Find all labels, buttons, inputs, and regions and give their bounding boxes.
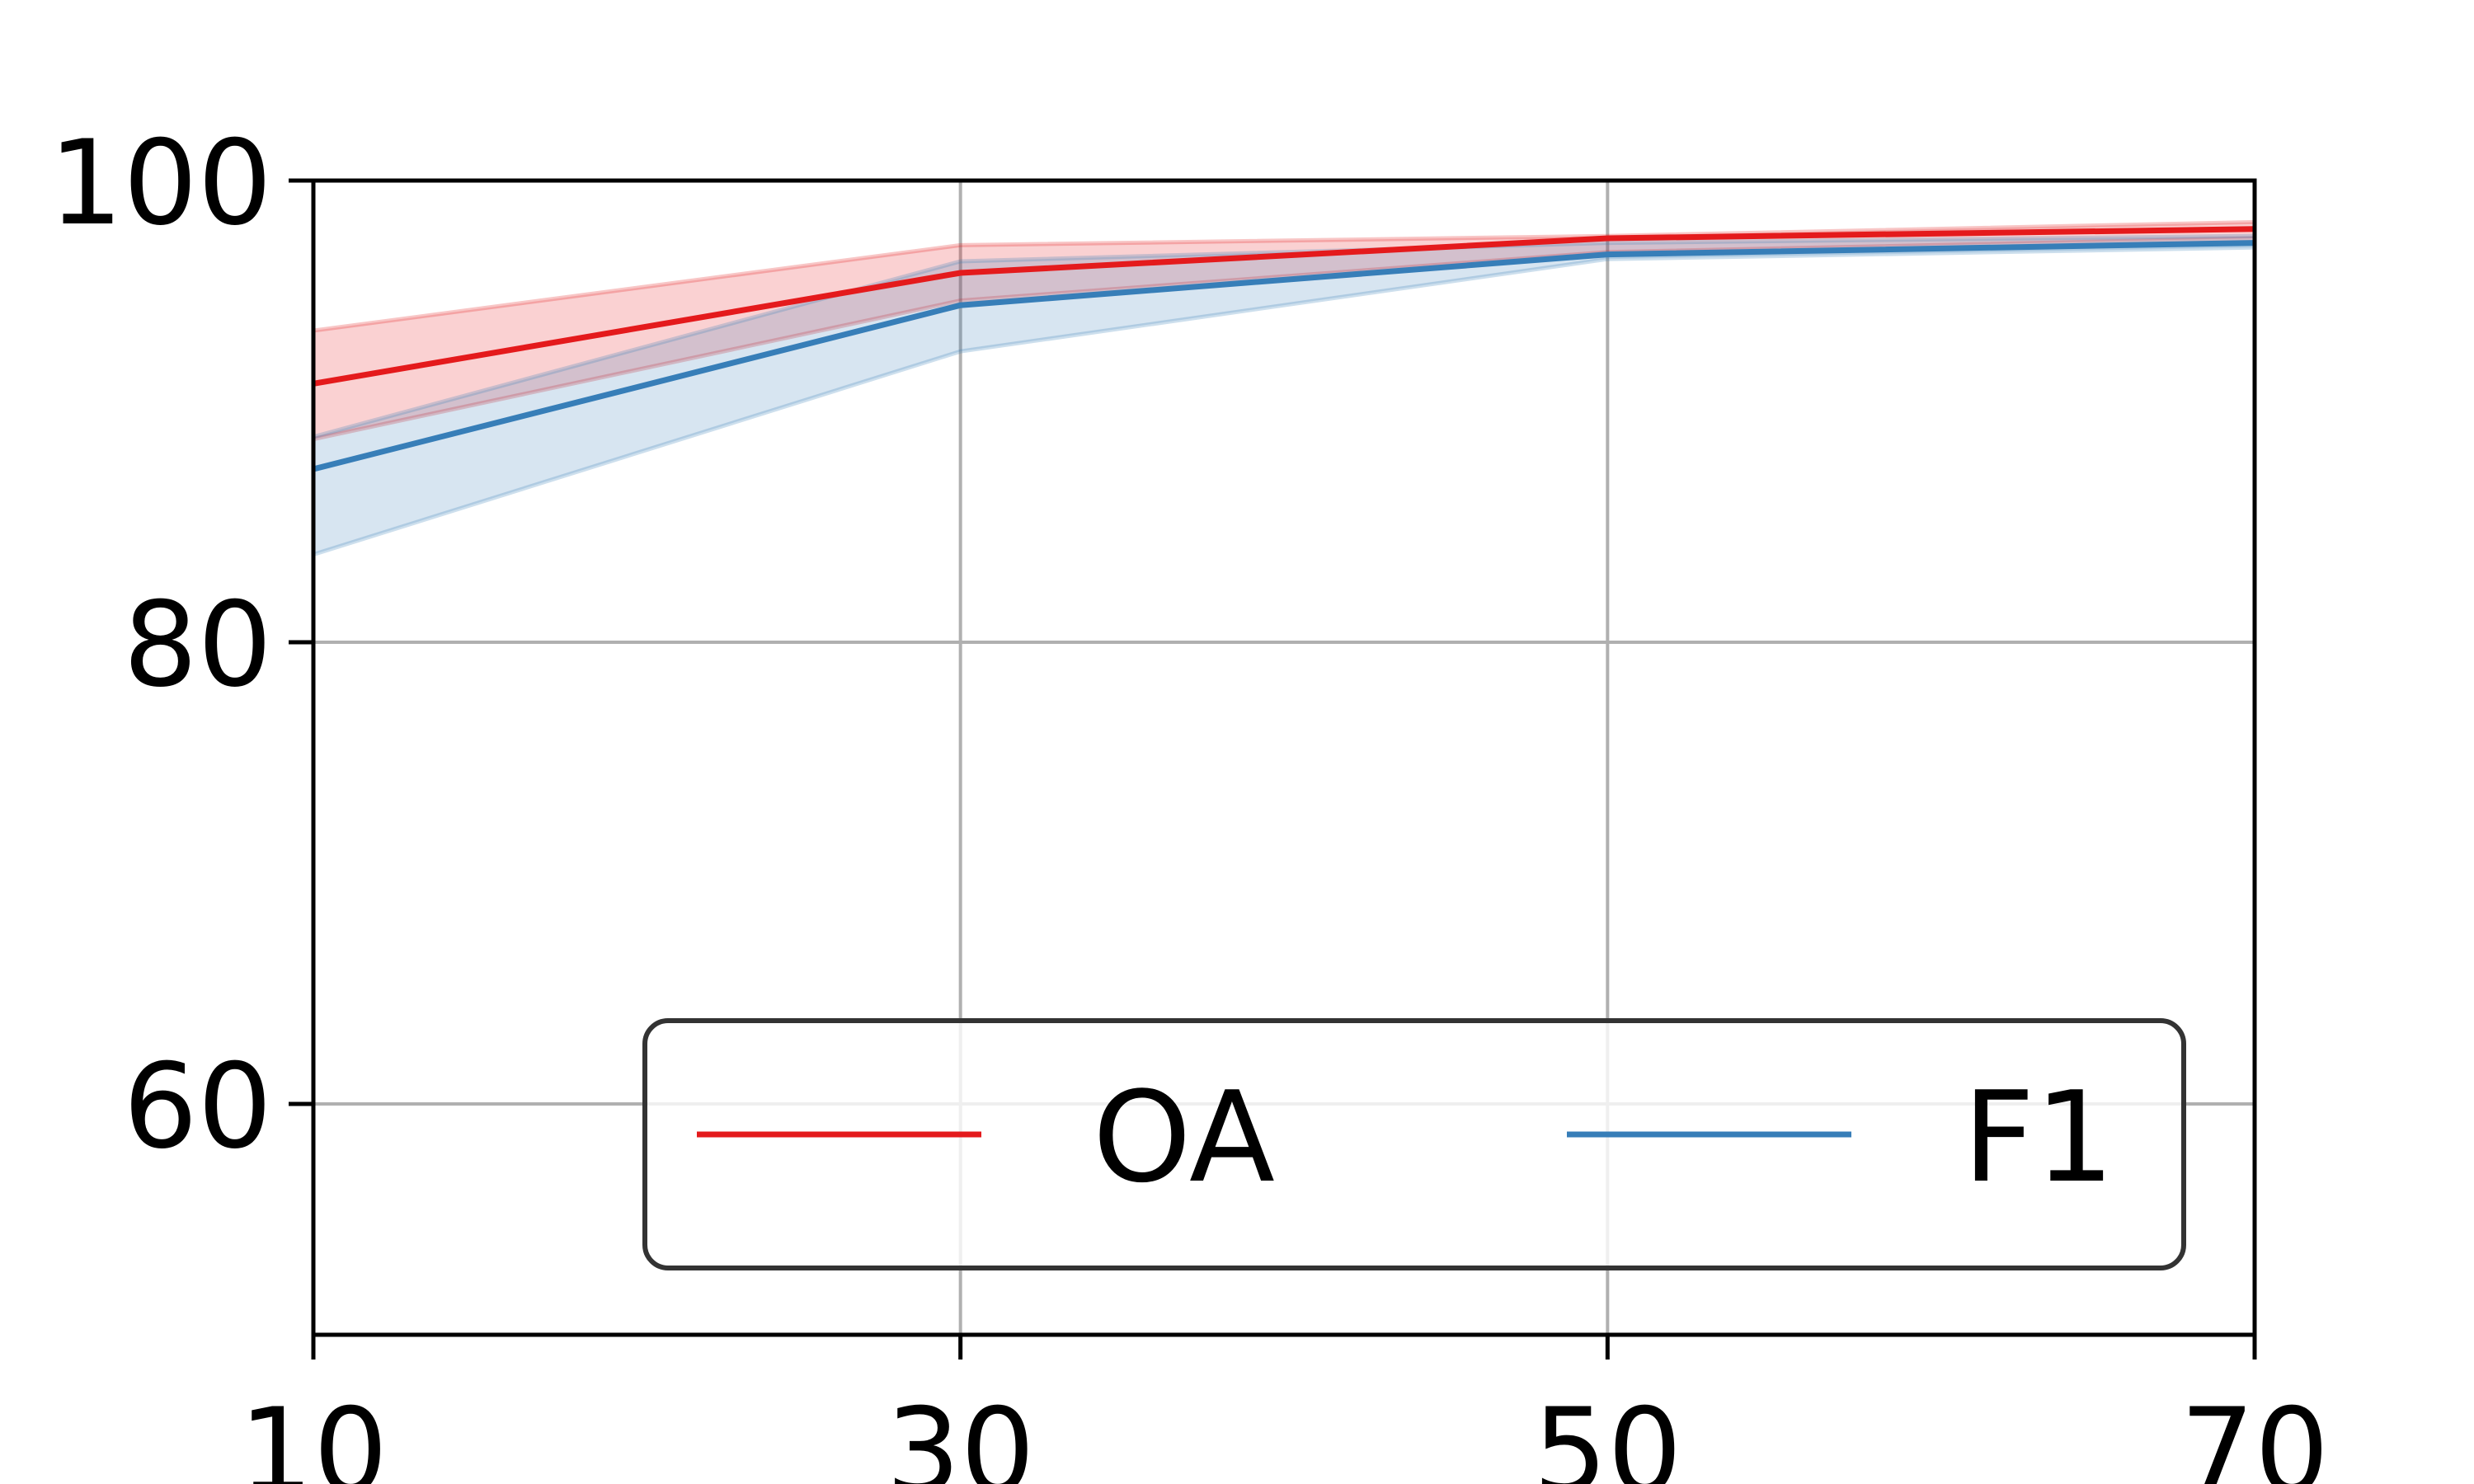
series-lines — [313, 226, 2255, 472]
legend-box — [642, 1018, 2186, 1270]
axis-ticks: 10 30 50 70 60 80 100 — [49, 115, 2329, 1484]
y-tick-label: 80 — [123, 577, 272, 713]
legend-label-oa: OA — [1093, 1064, 1275, 1210]
plot-frame — [311, 178, 2257, 1337]
series-line-oa — [313, 226, 2255, 387]
y-tick-label: 60 — [123, 1039, 272, 1175]
series-line-f1 — [313, 240, 2255, 472]
y-tick-label: 100 — [49, 115, 272, 251]
x-tick-label: 70 — [2180, 1383, 2330, 1484]
legend: OA F1 — [642, 1018, 2186, 1270]
legend-label-f1: F1 — [1963, 1064, 2114, 1210]
x-tick-label: 30 — [886, 1383, 1035, 1484]
x-tick-label: 50 — [1533, 1383, 1682, 1484]
confidence-bands — [311, 219, 2257, 558]
x-tick-label: 10 — [239, 1383, 388, 1484]
